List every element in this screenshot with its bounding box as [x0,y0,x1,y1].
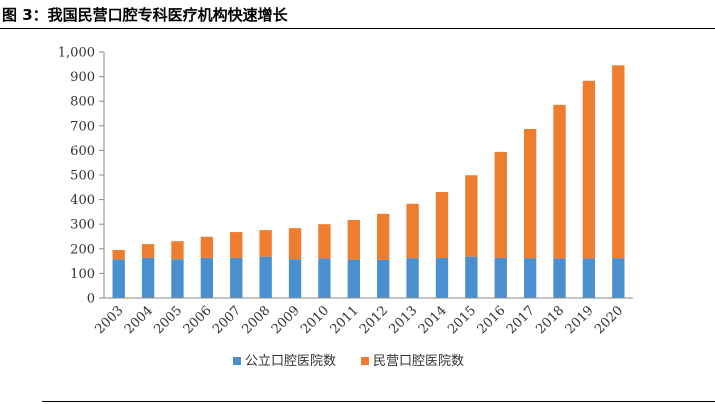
y-tick-label: 400 [70,193,95,208]
y-tick-label: 600 [70,144,95,159]
legend: 公立口腔医院数 民营口腔医院数 [233,354,464,369]
bar-public-2008 [259,256,272,298]
bar-private-2009 [288,228,302,260]
bar-private-2015 [465,175,478,257]
x-tick-label: 2018 [533,303,567,337]
bar-public-2005 [171,259,184,298]
x-axis: 2003200420052006200720082009201020112012… [93,297,633,337]
bar-public-2017 [523,258,537,298]
x-tick-label: 2019 [563,303,597,337]
y-tick-label: 300 [70,218,95,233]
bar-private-2020 [612,65,625,259]
bar-private-2007 [230,232,243,258]
bar-public-2019 [582,258,596,298]
bar-public-2018 [553,258,566,298]
x-tick-label: 2008 [239,303,273,337]
bar-public-2004 [141,257,155,298]
x-tick-label: 2012 [357,303,391,337]
bar-private-2008 [259,230,272,257]
bar-public-2003 [112,259,125,298]
x-tick-label: 2004 [122,303,156,337]
y-tick-label: 1,000 [58,46,95,61]
bar-public-2012 [377,259,390,298]
x-tick-label: 2013 [386,303,420,337]
bar-public-2011 [347,259,360,298]
bar-private-2014 [435,191,449,258]
bar-private-2018 [553,104,566,259]
bar-private-2006 [200,236,214,258]
x-tick-label: 2010 [298,303,332,337]
y-tick-label: 500 [70,169,95,184]
x-tick-label: 2017 [504,303,538,337]
bar-private-2005 [171,241,184,260]
y-tick-label: 900 [70,70,95,85]
bar-private-2012 [377,213,390,260]
legend-label-private: 民营口腔医院数 [373,354,464,369]
x-tick-label: 2016 [475,303,509,337]
bottom-divider [42,401,715,402]
bar-public-2010 [318,258,331,298]
bar-private-2003 [112,250,125,260]
legend-label-public: 公立口腔医院数 [245,354,336,369]
bar-public-2016 [494,257,507,298]
bar-public-2007 [230,257,243,298]
legend-swatch-public [233,357,241,365]
x-tick-label: 2003 [93,303,127,337]
top-divider [0,28,715,29]
legend-swatch-private [361,357,369,365]
bar-private-2004 [141,244,155,258]
y-tick-label: 0 [87,292,95,307]
y-tick-label: 200 [70,242,95,257]
bar-public-2013 [406,258,419,298]
y-tick-label: 100 [70,267,95,282]
bar-public-2009 [288,259,302,298]
x-tick-label: 2006 [181,303,215,337]
x-tick-label: 2009 [269,303,303,337]
bar-private-2013 [406,203,419,259]
bar-private-2017 [523,128,537,259]
bars [112,65,625,298]
bar-public-2006 [200,257,214,298]
y-tick-label: 700 [70,119,95,134]
bar-public-2015 [465,256,478,298]
bar-public-2014 [435,257,449,298]
y-axis: 0 100 200 300 400 500 600 700 800 900 1,000 [58,46,105,307]
bar-public-2020 [612,258,625,298]
x-tick-label: 2005 [151,303,185,337]
bar-private-2016 [494,151,507,258]
bar-private-2019 [582,80,596,259]
x-tick-label: 2014 [416,303,450,337]
figure-title: 图 3：我国民营口腔专科医疗机构快速增长 [2,6,288,24]
bar-private-2011 [347,220,360,260]
x-tick-label: 2020 [592,303,626,337]
bar-private-2010 [318,224,331,259]
x-tick-label: 2015 [445,303,479,337]
x-tick-label: 2007 [210,303,244,337]
x-tick-label: 2011 [328,303,362,337]
y-tick-label: 800 [70,95,95,110]
